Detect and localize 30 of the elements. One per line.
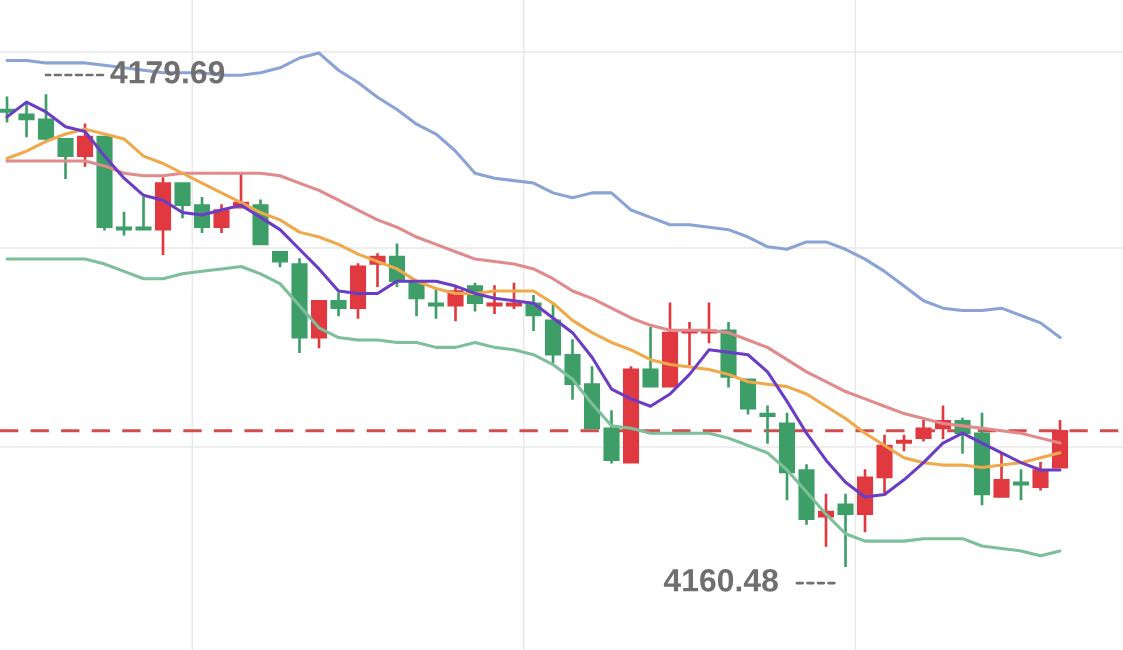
candlestick <box>57 138 74 179</box>
candlestick <box>564 339 581 400</box>
candlestick <box>759 405 776 444</box>
candlestick <box>135 196 152 231</box>
candlestick <box>291 258 308 354</box>
candlestick <box>96 135 113 231</box>
candlestick <box>1012 469 1030 501</box>
candlestick <box>603 410 620 464</box>
text: 4160.48 <box>663 569 778 592</box>
candlestick <box>1032 461 1049 491</box>
candlestick <box>349 263 367 319</box>
candlestick <box>661 302 679 388</box>
candlestick <box>837 493 854 567</box>
candlestick <box>739 378 757 415</box>
candlestick <box>174 182 191 219</box>
candlestick <box>427 287 445 319</box>
candlestick <box>154 177 172 256</box>
candlestick <box>778 412 796 501</box>
candlestick <box>213 204 230 233</box>
candlestick <box>798 464 815 525</box>
candlestick <box>993 452 1010 498</box>
candlestick <box>18 101 35 138</box>
candlestick <box>37 94 55 143</box>
candlestick <box>915 420 932 442</box>
candlestick <box>330 292 347 317</box>
candlestick <box>642 326 659 388</box>
candlestick <box>622 366 640 464</box>
candlestick <box>876 434 893 493</box>
candlestick <box>544 302 562 363</box>
candlestick <box>271 250 289 268</box>
